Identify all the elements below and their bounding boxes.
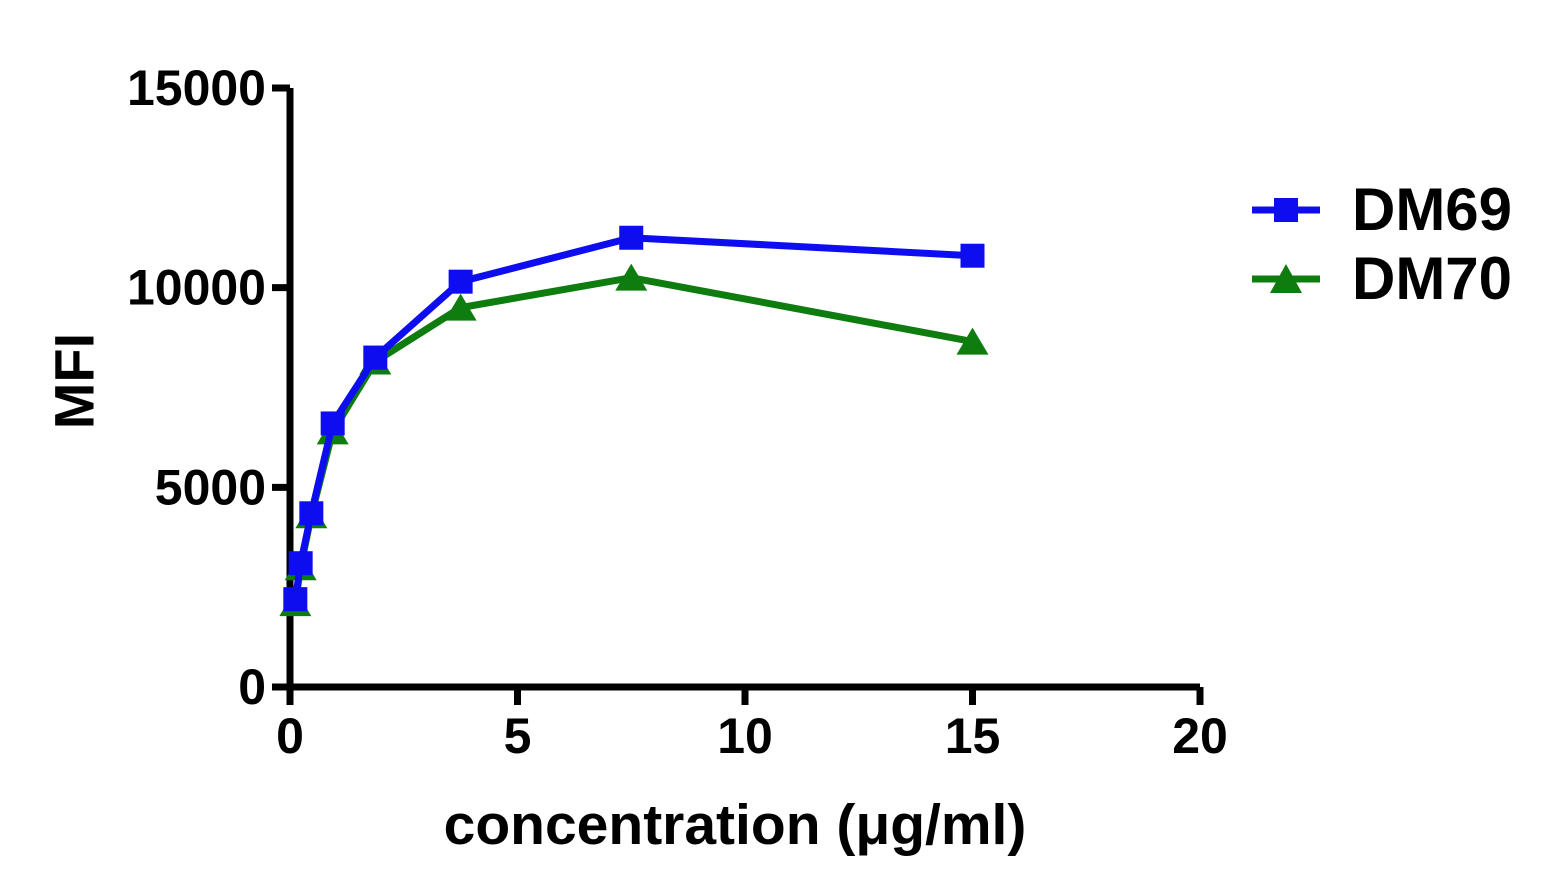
axes [286,88,1200,691]
legend: DM69 DM70 [1252,175,1512,313]
legend-triangle-dm70 [1270,263,1302,293]
marker-square-DM69 [619,225,644,250]
marker-triangle-DM70 [615,263,648,291]
y-tick-label: 10000 [127,260,266,316]
y-axis-title: MFI [42,332,106,430]
x-tick-label: 0 [276,708,304,764]
marker-square-DM69 [288,551,313,576]
legend-triangle-marker-icon [1252,263,1320,293]
marker-triangle-DM70 [956,327,989,355]
legend-label-dm70: DM70 [1352,245,1513,312]
x-tick-label: 10 [717,708,773,764]
y-tick-label: 5000 [155,459,266,515]
marker-triangle-DM70 [444,293,477,321]
legend-square-dm69 [1274,197,1298,222]
y-tick-label: 0 [238,659,266,715]
marker-square-DM69 [960,243,985,268]
series-line-DM69 [291,234,973,600]
marker-square-DM69 [299,501,324,526]
marker-square-DM69 [448,269,473,294]
legend-entry-dm70: DM70 [1252,244,1512,313]
legend-entry-dm69: DM69 [1252,175,1512,244]
x-axis-title: concentration (μg/ml) [443,793,1027,857]
legend-square-marker-icon [1252,197,1320,222]
y-tick-label: 15000 [127,60,266,116]
legend-label-dm69: DM69 [1352,176,1513,243]
marker-square-DM69 [320,411,345,436]
x-tick-label: 15 [945,708,1001,764]
marker-square-DM69 [283,587,308,612]
x-tick-label: 5 [504,708,532,764]
marker-square-DM69 [363,345,388,370]
x-tick-label: 20 [1172,708,1228,764]
series-line-DM70 [291,274,974,604]
